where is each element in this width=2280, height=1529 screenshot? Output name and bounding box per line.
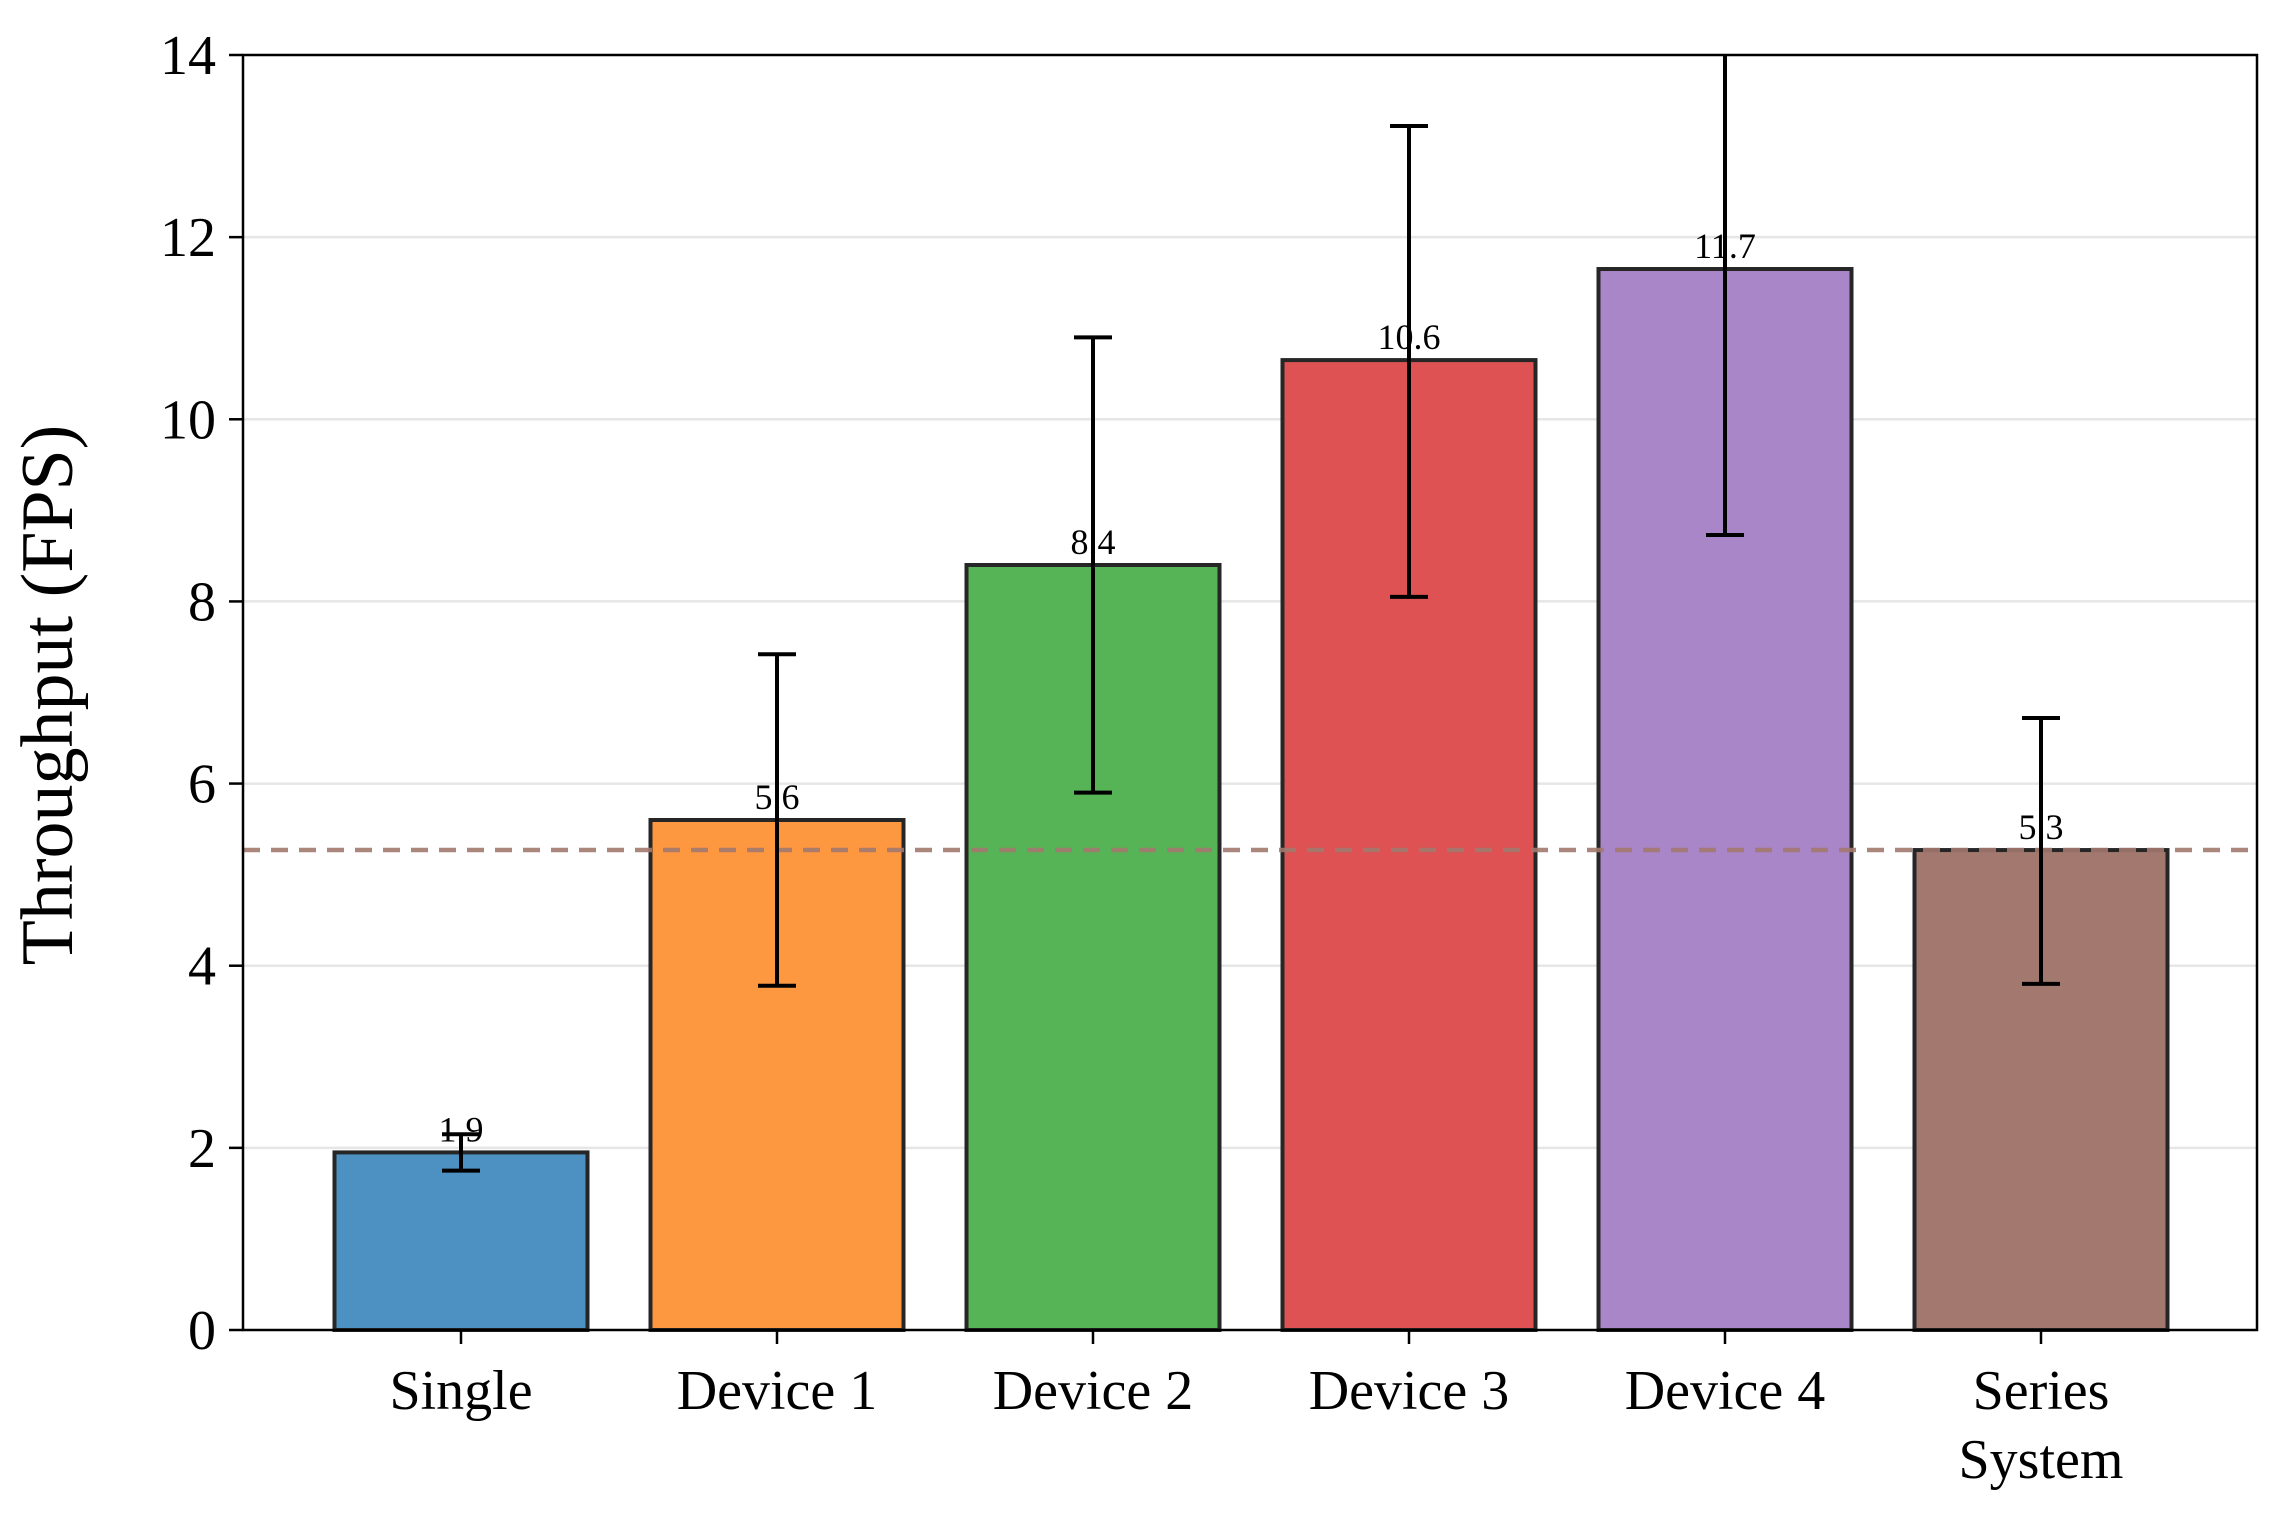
data-label: 1.9 (439, 1109, 484, 1149)
y-tick-label: 6 (188, 754, 216, 816)
y-tick-label: 10 (160, 389, 216, 451)
data-label: 11.7 (1694, 226, 1756, 266)
data-label: 5.3 (2019, 807, 2064, 847)
data-label: 5.6 (755, 777, 800, 817)
y-tick-label: 12 (160, 207, 216, 269)
y-tick-label: 2 (188, 1118, 216, 1180)
error-bar (442, 1132, 480, 1173)
x-tick-label: Device 3 (1309, 1360, 1510, 1422)
x-tick-label: Series System (1959, 1360, 2124, 1491)
error-bar (1074, 335, 1112, 795)
error-bar (758, 652, 796, 988)
y-tick-label: 4 (188, 936, 216, 998)
axes: 0 2 4 6 8 10 12 14 Single Device 1 Device 2 Device … (160, 25, 2259, 1491)
x-tick-label: Single (389, 1360, 532, 1422)
y-tick-label: 14 (160, 25, 216, 87)
bar-single (332, 1150, 590, 1333)
error-bar (2022, 716, 2060, 986)
error-bar (1706, 55, 1744, 537)
plot-frame (241, 53, 2259, 1332)
data-labels: 1.9 5.6 8.4 10.6 11.7 5.3 (439, 226, 2064, 1149)
y-tick-label: 8 (188, 571, 216, 633)
data-label: 10.6 (1378, 317, 1441, 357)
data-label: 8.4 (1071, 522, 1116, 562)
error-bar (1390, 124, 1428, 599)
x-tick-label: Device 1 (677, 1360, 878, 1422)
y-tick-label: 0 (188, 1300, 216, 1362)
error-bars (442, 55, 2060, 1173)
x-tick-label: Device 4 (1625, 1360, 1826, 1422)
y-axis-title: Throughput (FPS) (7, 425, 89, 966)
x-tick-label: Device 2 (993, 1360, 1194, 1422)
bars (332, 267, 2170, 1333)
